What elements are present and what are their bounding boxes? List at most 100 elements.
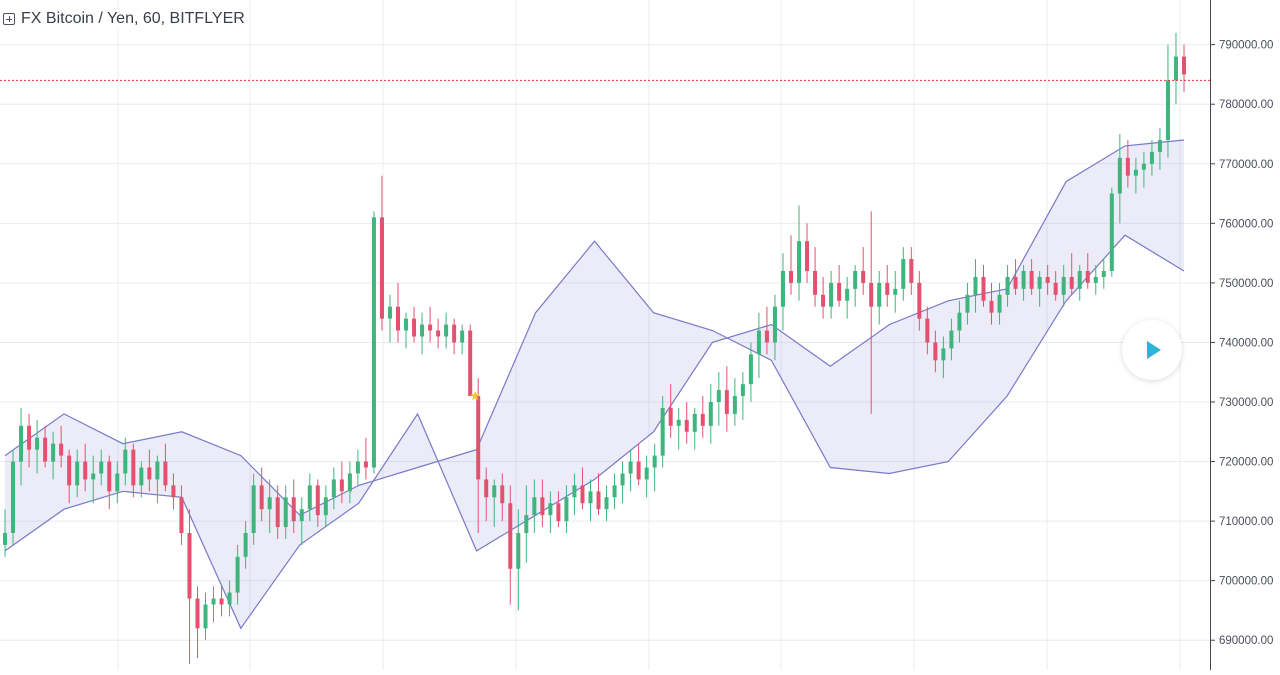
candle <box>1005 265 1010 307</box>
tick-label: 750000.00 <box>1219 278 1273 290</box>
candle <box>1149 139 1154 176</box>
price-axis-labels: 690000.00 700000.00 710000.00 720000.00 7300… <box>1211 40 1273 647</box>
candle-body <box>363 461 368 468</box>
tick-label: 710000.00 <box>1219 516 1273 528</box>
candle <box>339 461 344 504</box>
candle <box>11 449 16 545</box>
candle-body <box>885 282 890 295</box>
candle <box>139 461 144 498</box>
candle <box>588 479 593 522</box>
candle <box>131 443 136 498</box>
expand-square-icon[interactable] <box>3 13 15 25</box>
candle <box>732 378 737 426</box>
candle-body <box>139 467 144 486</box>
candle-body <box>371 217 376 468</box>
candle-body <box>732 396 737 414</box>
chart-area[interactable]: FX Bitcoin / Yen, 60, BITFLYER <box>0 0 1210 670</box>
candle <box>756 312 761 379</box>
candle-body <box>764 330 769 343</box>
candle-body <box>917 282 922 319</box>
candle-body <box>387 306 392 319</box>
candle <box>1117 134 1122 224</box>
candle <box>1037 270 1042 307</box>
candle <box>1053 270 1058 301</box>
candle-body <box>901 259 906 289</box>
price-chart[interactable] <box>0 0 1210 670</box>
candle <box>91 455 96 504</box>
candle-body <box>596 491 601 510</box>
candle-body <box>853 270 858 289</box>
candle <box>476 378 481 534</box>
candle <box>147 449 152 492</box>
candle-body <box>700 413 705 426</box>
replay-play-button[interactable] <box>1122 320 1182 380</box>
chart-legend: FX Bitcoin / Yen, 60, BITFLYER <box>3 9 245 29</box>
candle-body <box>508 503 513 569</box>
candle <box>644 455 649 498</box>
candle-body <box>476 396 481 480</box>
candle <box>813 247 818 307</box>
candle-body <box>243 533 248 557</box>
candle-body <box>19 425 24 462</box>
candle-body <box>179 497 184 534</box>
candle-body <box>893 288 898 295</box>
tick-label: 760000.00 <box>1219 218 1273 230</box>
candle-body <box>957 312 962 331</box>
tick-label: 790000.00 <box>1219 40 1273 52</box>
candle <box>837 265 842 307</box>
candle-body <box>989 300 994 313</box>
tick-label: 700000.00 <box>1219 576 1273 588</box>
candle-body <box>460 330 465 343</box>
candle <box>436 318 441 349</box>
candle-body <box>1141 163 1146 170</box>
candle-body <box>877 282 882 307</box>
candle <box>604 485 609 522</box>
candle <box>668 384 673 438</box>
candle <box>540 479 545 528</box>
candle-body <box>644 467 649 480</box>
candle-body <box>724 390 729 414</box>
price-axis[interactable]: 690000.00 700000.00 710000.00 720000.00 7300… <box>1210 0 1280 670</box>
candle-body <box>1045 276 1050 283</box>
candle-body <box>444 324 449 337</box>
candle-body <box>1149 151 1154 164</box>
candle <box>75 449 80 498</box>
candle <box>716 372 721 426</box>
candle-body <box>588 491 593 504</box>
candle-body <box>845 288 850 301</box>
candle <box>524 485 529 563</box>
candle <box>43 425 48 468</box>
candle-body <box>195 598 200 629</box>
candle <box>1013 259 1018 295</box>
candle-body <box>572 485 577 498</box>
candle-body <box>131 449 136 486</box>
candle-body <box>235 556 240 593</box>
candle <box>291 479 296 534</box>
candle-body <box>163 461 168 486</box>
candle <box>395 282 401 343</box>
candle-body <box>107 461 112 492</box>
candle-body <box>35 437 40 450</box>
candle-body <box>1053 282 1058 295</box>
candle-body <box>99 461 104 474</box>
candle <box>2 509 8 557</box>
candle <box>981 265 986 307</box>
candle-body <box>147 467 152 480</box>
candle-body <box>1125 157 1130 176</box>
bollinger-upper-line <box>4 234 1185 516</box>
candle <box>123 437 128 486</box>
tick-label: 720000.00 <box>1219 457 1273 469</box>
candle <box>99 449 104 486</box>
candle-body <box>1093 276 1098 283</box>
candle <box>299 497 304 545</box>
candle <box>1101 259 1106 289</box>
candle-body <box>27 425 32 450</box>
candle <box>740 372 745 420</box>
candle <box>1021 265 1026 301</box>
candle-body <box>797 241 802 283</box>
candle <box>548 491 553 534</box>
candle-body <box>123 449 128 474</box>
candle <box>115 461 120 504</box>
candle-body <box>748 354 753 385</box>
candle-body <box>1061 276 1066 295</box>
